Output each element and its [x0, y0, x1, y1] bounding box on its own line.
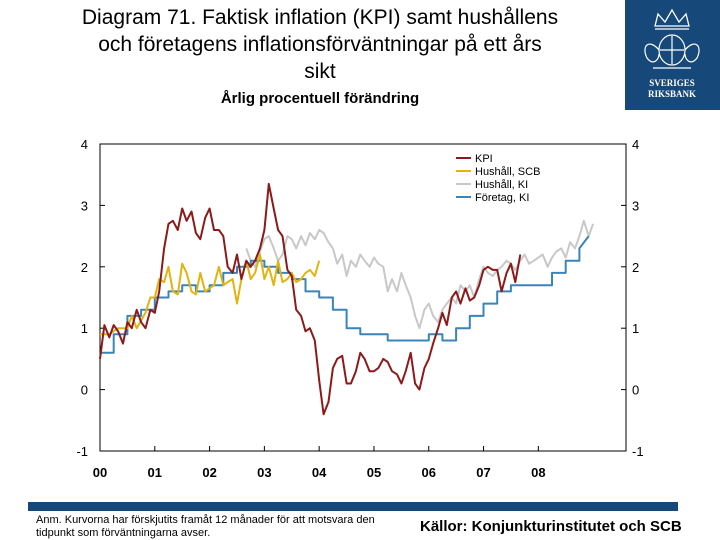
line-chart: -1 -10 01 12 23 34 400 01 02 03 04 05 06 07 08 KPIHush…	[76, 137, 643, 480]
y-tick-label-left: 1	[81, 321, 88, 336]
y-tick-label-right: 4	[632, 137, 639, 152]
chart-subtitle: Årlig procentuell förändring	[220, 90, 420, 107]
x-tick-label: 00	[93, 465, 107, 480]
x-tick-label: 05	[367, 465, 381, 480]
riksbank-logo: SVERIGES RIKSBANK	[625, 0, 720, 110]
x-tick-label: 01	[148, 465, 162, 480]
y-tick-label-left: 0	[81, 383, 88, 398]
y-tick-label-right: 2	[632, 260, 639, 275]
series-layer	[99, 182, 595, 416]
title-line: sikt	[304, 60, 336, 83]
coat-of-arms-icon	[644, 34, 700, 69]
legend-label: Hushåll, KI	[475, 179, 528, 191]
x-tick-label: 02	[202, 465, 216, 480]
x-tick-label: 07	[476, 465, 490, 480]
title-line: Diagram 71. Faktisk inflation (KPI) samt…	[81, 6, 559, 29]
logo-text-line: RIKSBANK	[648, 89, 696, 99]
y-tick-label-left: 4	[81, 137, 88, 152]
sources-label: Källor: Konjunkturinstitutet och SCB	[420, 518, 682, 535]
chart-axes: -1 -10 01 12 23 34 400 01 02 03 04 05 06 07 08	[76, 137, 643, 480]
series-line-3	[100, 235, 590, 354]
x-tick-label: 03	[257, 465, 271, 480]
crown-icon	[654, 8, 690, 30]
legend-label: Företag, KI	[475, 192, 529, 204]
footnote: Anm. Kurvorna har förskjutits framåt 12 …	[36, 514, 375, 539]
series-line-1	[100, 253, 321, 336]
y-tick-label-right: -1	[632, 444, 644, 459]
y-tick-label-left: -1	[76, 444, 88, 459]
series-line-0	[99, 182, 522, 416]
x-tick-label: 06	[422, 465, 436, 480]
y-tick-label-right: 1	[632, 321, 639, 336]
plot-frame	[99, 143, 627, 452]
legend-label: KPI	[475, 153, 493, 165]
legend-label: Hushåll, SCB	[475, 166, 540, 178]
x-tick-label: 04	[312, 465, 327, 480]
y-tick-label-left: 3	[81, 198, 88, 213]
series-line-2	[245, 219, 595, 330]
y-tick-label-right: 0	[632, 383, 639, 398]
chart-title: Diagram 71. Faktisk inflation (KPI) samt…	[20, 4, 620, 85]
y-tick-label-left: 2	[81, 260, 88, 275]
logo-text-line: SVERIGES	[649, 78, 695, 88]
x-tick-label: 08	[531, 465, 545, 480]
footer-bar	[28, 502, 678, 511]
title-line: och företagens inflationsförväntningar p…	[98, 33, 542, 56]
y-tick-label-right: 3	[632, 198, 639, 213]
